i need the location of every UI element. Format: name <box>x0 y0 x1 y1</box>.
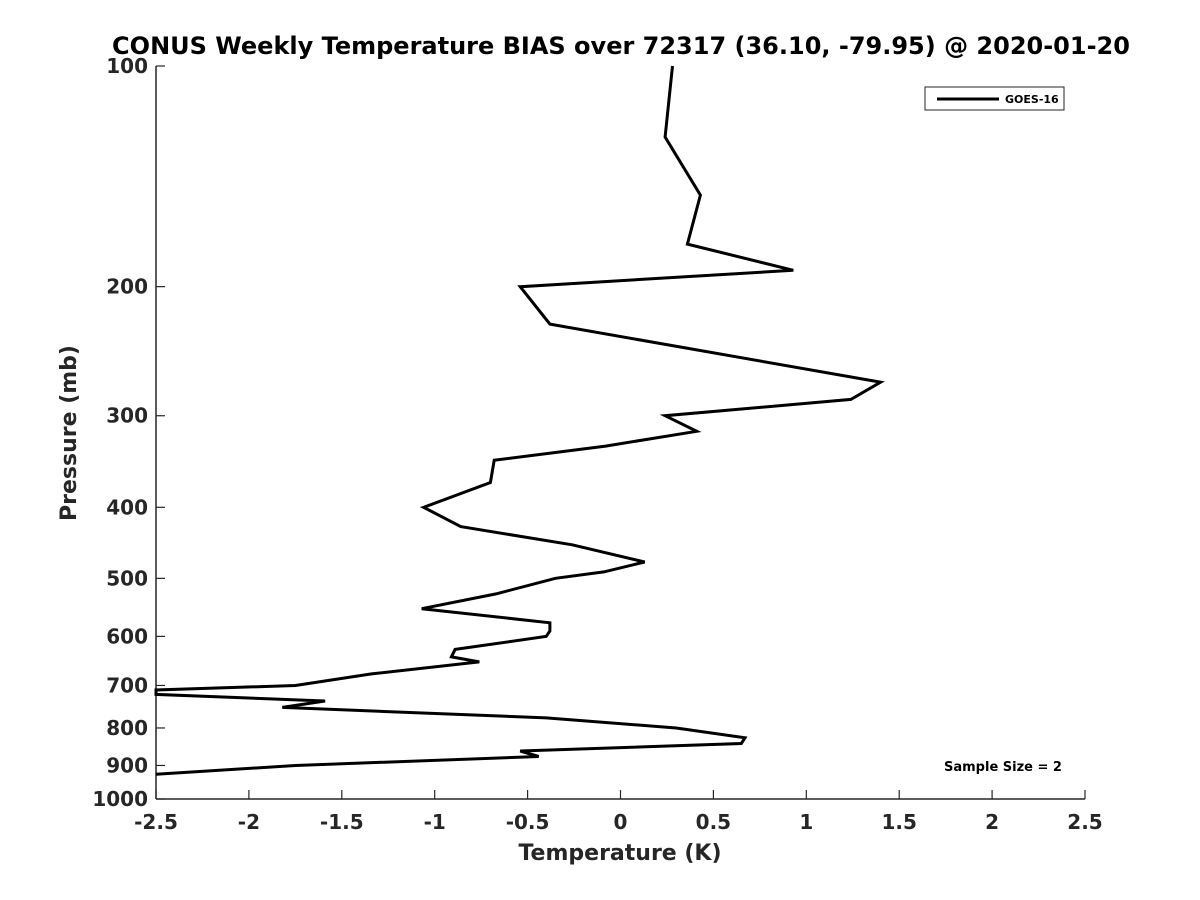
plot-area: -2.5 -2 -1.5 -1 -0.5 0 0.5 1 1.5 2 2.5 100 200 300 40… <box>92 54 1102 834</box>
x-tick-label: 0.5 <box>696 810 731 834</box>
x-tick-label: 1.5 <box>881 810 916 834</box>
legend: GOES-16 <box>924 86 1065 111</box>
series-layer <box>154 65 885 776</box>
x-tick-label: -0.5 <box>506 810 550 834</box>
x-axis-ticks: -2.5 -2 -1.5 -1 -0.5 0 0.5 1 1.5 2 2.5 <box>134 790 1103 834</box>
legend-entry-goes-16: GOES-16 <box>1005 93 1059 106</box>
y-tick-label: 600 <box>106 624 148 648</box>
y-tick-label: 900 <box>106 753 148 777</box>
sample-size-annotation: Sample Size = 2 <box>944 760 1062 775</box>
y-tick-label: 700 <box>106 673 148 697</box>
axes-background <box>156 66 1085 799</box>
x-tick-label: 2.5 <box>1067 810 1102 834</box>
y-axis-label: Pressure (mb) <box>57 345 82 521</box>
y-tick-label: 1000 <box>92 787 148 811</box>
y-tick-label: 800 <box>106 716 148 740</box>
x-tick-label: 0 <box>614 810 628 834</box>
x-tick-label: -2.5 <box>134 810 178 834</box>
y-tick-label: 200 <box>106 275 148 299</box>
y-tick-label: 100 <box>106 54 148 78</box>
series-line-goes-16 <box>154 65 885 776</box>
x-tick-label: 1 <box>799 810 813 834</box>
y-tick-label: 300 <box>106 404 148 428</box>
y-tick-label: 400 <box>106 495 148 519</box>
x-tick-label: -1 <box>424 810 446 834</box>
x-tick-label: -2 <box>238 810 260 834</box>
x-axis-label: Temperature (K) <box>518 841 721 866</box>
chart-title: CONUS Weekly Temperature BIAS over 72317… <box>112 32 1130 60</box>
y-axis-ticks: 100 200 300 400 500 600 700 800 900 1000 <box>92 54 165 811</box>
x-tick-label: -1.5 <box>320 810 364 834</box>
x-tick-label: 2 <box>985 810 999 834</box>
y-tick-label: 500 <box>106 566 148 590</box>
